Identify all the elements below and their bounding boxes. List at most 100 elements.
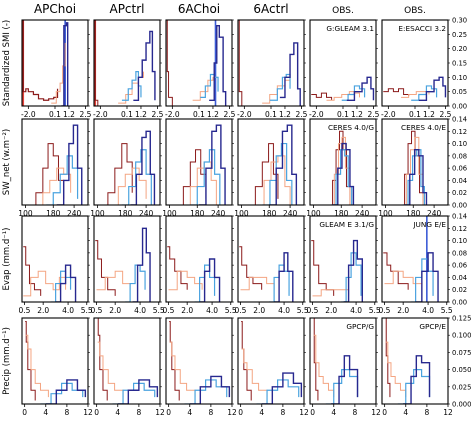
panel-frame <box>381 215 449 303</box>
x-tick-label: 8 <box>208 408 213 417</box>
x-tick-label: 2.0 <box>109 306 121 315</box>
series-line-light_blue <box>184 379 228 404</box>
y-tick-label: 0.04 <box>452 274 467 282</box>
x-tick-label: 8 <box>352 408 357 417</box>
x-tick-label: 2.5 <box>439 110 451 119</box>
x-tick-label: 2.0 <box>397 306 409 315</box>
series-line-salmon <box>384 270 423 290</box>
panel-label: GPCP/G <box>346 322 374 331</box>
y-tick-label: 0.100 <box>452 332 471 340</box>
panel-r0-c3: -2.0 0.1 1.2 2.5 <box>237 19 308 119</box>
series-line-dark_blue <box>199 258 221 302</box>
x-tick-label: 4 <box>403 408 408 417</box>
x-tick-label: 1.2 <box>279 110 291 119</box>
column-titles: APChoi APctrl 6AChoi 6Actrl OBS. OBS. <box>34 2 426 16</box>
panel-r0-c0: -2.0 0.1 1.2 2.5 <box>21 19 92 119</box>
x-tick-label: 240 <box>283 209 298 218</box>
x-tick-label: 4.0 <box>62 306 74 315</box>
series-line-light_blue <box>341 85 366 101</box>
series-line-dark_blue <box>279 42 301 106</box>
series-line-salmon <box>25 334 49 398</box>
x-tick-label: 0.1 <box>121 110 133 119</box>
y-tick-label: 0.14 <box>452 213 467 221</box>
series-line-light_blue <box>402 149 425 205</box>
x-tick-label: 8 <box>136 408 141 417</box>
panel-frame <box>237 118 305 206</box>
y-tick-label: 0.06 <box>452 165 467 173</box>
y-tick-label: 0.06 <box>452 262 467 270</box>
x-tick-label: 240 <box>211 209 226 218</box>
series-line-dark_blue <box>209 25 227 106</box>
panel-frame <box>237 19 305 107</box>
panel-r0-c4: G:GLEAM 3.1 -2.0 0.1 1.2 2.5 <box>309 19 380 119</box>
x-tick-label: 12 <box>371 408 381 417</box>
series-line-light_blue <box>121 71 142 101</box>
x-tick-label: 4.0 <box>422 306 434 315</box>
x-tick-label: 4 <box>331 408 336 417</box>
series-line-salmon <box>111 167 147 205</box>
series-line-dark_blue <box>55 264 77 302</box>
series-line-dark_blue <box>130 130 156 205</box>
series-line-dark_red <box>167 246 188 290</box>
panel-label: CERES 4.0/E <box>401 123 446 132</box>
series-line-dark_blue <box>133 30 156 101</box>
series-line-light_blue <box>341 252 362 302</box>
panel-frame <box>165 317 233 405</box>
y-tick-label: 0.25 <box>452 31 467 39</box>
panel-frame <box>21 118 89 206</box>
column-title: APChoi <box>34 2 76 16</box>
x-tick-label: 2.0 <box>325 306 337 315</box>
x-tick-label: 2.5 <box>295 110 307 119</box>
panel-r2-c4: GLEAM E 3.1/G 0.5 2.0 4.0 5.5 <box>307 215 381 315</box>
x-tick-label: 8 <box>64 408 69 417</box>
x-tick-label: 4 <box>43 408 48 417</box>
y-tick-label: 0.20 <box>452 45 467 53</box>
y-tick-label: 0.15 <box>452 60 467 68</box>
x-tick-label: 5.5 <box>81 306 93 315</box>
panel-label: CERES 4.0/G <box>328 123 374 132</box>
x-tick-label: 12 <box>299 408 309 417</box>
series-line-dark_blue <box>274 252 294 302</box>
y-tick-label: 0.12 <box>452 128 467 136</box>
series-line-dark_red <box>169 320 180 401</box>
series-line-dark_blue <box>269 124 298 205</box>
series-line-salmon <box>23 270 67 297</box>
panel-frame <box>381 317 449 405</box>
x-tick-label: -2.0 <box>165 110 180 119</box>
series-line-dark_red <box>25 320 36 401</box>
panel-r3-c4: GPCP/G 0 4 8 12 <box>309 317 381 417</box>
row-y-labels: Standardized SMI (-) 0.00 0.05 0.10 0.15 0.20… <box>2 17 471 409</box>
x-tick-label: 0 <box>238 408 243 417</box>
panel-r3-c1: 0 4 8 12 <box>93 317 165 417</box>
x-tick-label: 0.1 <box>49 110 61 119</box>
series-line-dark_blue <box>346 76 375 101</box>
x-tick-label: 0 <box>310 408 315 417</box>
panel-frame <box>237 317 305 405</box>
panel-r1-c1: 100 180 240 <box>90 118 162 218</box>
series-line-dark_red <box>383 252 409 290</box>
series-line-light_blue <box>125 264 146 302</box>
x-tick-label: 0.1 <box>265 110 277 119</box>
series-line-salmon <box>51 42 66 104</box>
y-tick-label: 0.10 <box>452 140 467 148</box>
x-tick-label: 8 <box>280 408 285 417</box>
panel-frame <box>21 317 89 405</box>
x-tick-label: 180 <box>118 209 133 218</box>
x-tick-label: 12 <box>443 408 453 417</box>
panel-r1-c2: 100 180 240 <box>162 118 234 218</box>
x-tick-label: 4.0 <box>134 306 146 315</box>
series-line-light_blue <box>121 149 152 205</box>
series-line-dark_red <box>22 20 59 101</box>
x-tick-label: 180 <box>334 209 349 218</box>
x-tick-label: 100 <box>234 209 249 218</box>
series-line-dark_blue <box>331 355 359 404</box>
x-tick-label: 2.0 <box>37 306 49 315</box>
x-tick-label: 0 <box>94 408 99 417</box>
series-line-salmon <box>255 155 291 205</box>
series-line-dark_red <box>241 320 252 401</box>
x-tick-label: 2.0 <box>181 306 193 315</box>
panel-r3-c3: 0 4 8 12 <box>237 317 309 417</box>
y-tick-label: 0.00 <box>452 103 467 111</box>
series-line-dark_red <box>166 20 173 106</box>
